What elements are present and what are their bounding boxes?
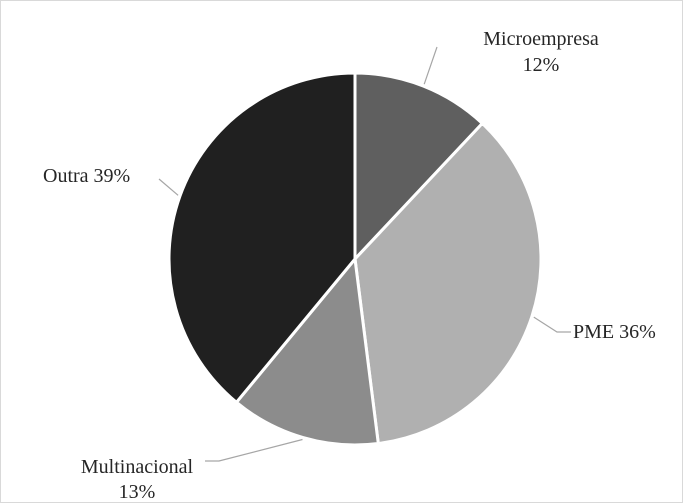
pie-slice-outra bbox=[167, 71, 357, 404]
pie-slice-multinacional bbox=[234, 257, 380, 447]
slice-value-pme: 36% bbox=[619, 321, 656, 343]
slice-label-pme-name: PME bbox=[573, 321, 614, 343]
leader-line-outra bbox=[158, 178, 179, 196]
slice-value-outra: 39% bbox=[94, 165, 131, 187]
leader-lines bbox=[158, 46, 571, 462]
slice-label-pme: PME 36% bbox=[573, 321, 656, 343]
slice-label-multinacional: Multinacional bbox=[81, 456, 194, 478]
slice-label-outra: Outra 39% bbox=[43, 165, 130, 187]
pie-slices bbox=[167, 71, 543, 447]
slice-label-microempresa: Microempresa bbox=[483, 28, 599, 50]
data-labels: Microempresa 12% PME 36% Multinacional 1… bbox=[43, 28, 656, 503]
pie-slice-microempresa bbox=[353, 71, 484, 261]
slice-value-multinacional: 13% bbox=[119, 481, 156, 503]
slice-label-microempresa-name: Microempresa bbox=[483, 28, 599, 50]
leader-line-multinacional bbox=[205, 438, 303, 462]
slice-value-microempresa: 12% bbox=[523, 54, 560, 76]
leader-line-pme bbox=[533, 316, 571, 333]
pie-slice-pme bbox=[353, 121, 543, 446]
slice-label-outra-name: Outra bbox=[43, 165, 89, 187]
leader-line-microempresa bbox=[423, 46, 438, 85]
